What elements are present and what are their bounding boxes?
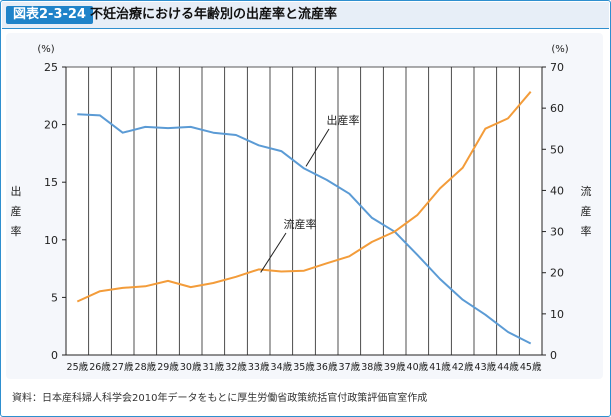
right-tick-label: 0: [550, 349, 557, 362]
right-axis-label: 流産率: [581, 184, 592, 238]
annotation-pointer: [260, 232, 287, 273]
x-tick-label: 45歳: [520, 361, 542, 373]
right-tick-label: 70: [550, 61, 564, 74]
left-tick-label: 5: [51, 291, 58, 304]
x-tick-label: 27歳: [112, 361, 134, 373]
left-tick-label: 20: [44, 119, 58, 132]
figure-label: 図表2-3-24: [6, 6, 93, 24]
x-tick-label: 41歳: [429, 361, 451, 373]
x-tick-label: 38歳: [361, 361, 383, 373]
left-tick-label: 25: [44, 61, 58, 74]
figure-header: 図表2-3-24 不妊治療における年齢別の出産率と流産率: [2, 2, 609, 29]
x-tick-label: 29歳: [157, 361, 179, 373]
grid-layer: [66, 67, 542, 355]
figure-title: 不妊治療における年齢別の出産率と流産率: [90, 7, 338, 22]
right-tick-label: 10: [550, 308, 564, 321]
series-line-birth-rate: [77, 113, 532, 345]
left-tick-label: 15: [44, 176, 58, 189]
x-tick-label: 31歳: [203, 361, 225, 373]
x-tick-label: 37歳: [339, 361, 361, 373]
right-tick-label: 50: [550, 143, 564, 156]
annotation-pointer: [305, 128, 330, 167]
right-tick-label: 30: [550, 226, 564, 239]
x-tick-label: 43歳: [475, 361, 497, 373]
x-tick-label: 34歳: [271, 361, 293, 373]
x-tick-label: 39歳: [384, 361, 406, 373]
x-tick-label: 25歳: [67, 361, 89, 373]
left-axis-unit: (%): [37, 44, 54, 55]
x-tick-label: 42歳: [452, 361, 474, 373]
left-axis-label: 出産率: [11, 184, 22, 238]
annotation-label: 流産率: [284, 217, 317, 231]
x-tick-label: 32歳: [225, 361, 247, 373]
series-line-miscarriage-rate: [76, 91, 532, 303]
series-layer: [76, 91, 532, 345]
right-tick-label: 20: [550, 267, 564, 280]
left-tick-label: 0: [51, 349, 58, 362]
x-tick-label: 35歳: [293, 361, 315, 373]
x-tick-label: 28歳: [135, 361, 157, 373]
x-tick-label: 26歳: [89, 361, 111, 373]
right-tick-label: 40: [550, 184, 564, 197]
right-tick-label: 60: [550, 102, 564, 115]
x-tick-label: 30歳: [180, 361, 202, 373]
x-tick-label: 33歳: [248, 361, 270, 373]
x-tick-label: 36歳: [316, 361, 338, 373]
plot-area: [66, 67, 542, 355]
right-axis-unit: (%): [551, 44, 568, 55]
x-tick-label: 40歳: [407, 361, 429, 373]
x-tick-label: 44歳: [497, 361, 519, 373]
source-note: 資料：日本産科婦人科学会2010年データをもとに厚生労働省政策統括官付政策評価官…: [12, 393, 428, 404]
left-tick-label: 10: [44, 234, 58, 247]
annotation-label: 出産率: [327, 113, 360, 127]
